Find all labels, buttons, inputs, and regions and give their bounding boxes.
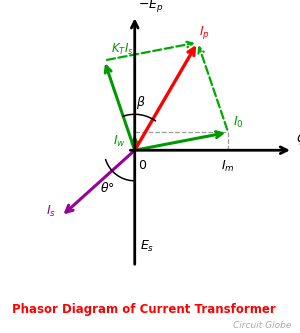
Text: $I_p$: $I_p$ — [200, 24, 210, 41]
Text: $\theta°$: $\theta°$ — [100, 181, 115, 195]
Text: $I_0$: $I_0$ — [232, 115, 243, 131]
Text: $I_w$: $I_w$ — [113, 134, 126, 149]
Text: 0: 0 — [138, 159, 146, 172]
Text: Circuit Globe: Circuit Globe — [232, 321, 291, 330]
Text: $E_s$: $E_s$ — [140, 239, 154, 254]
Text: $\phi_m$: $\phi_m$ — [296, 129, 300, 147]
Text: $K_T I_s$: $K_T I_s$ — [111, 42, 134, 57]
Text: Phasor Diagram of Current Transformer: Phasor Diagram of Current Transformer — [12, 303, 276, 316]
Text: $- E_p$: $- E_p$ — [138, 0, 164, 14]
Text: $I_s$: $I_s$ — [46, 203, 56, 218]
Text: $\beta$: $\beta$ — [136, 94, 146, 111]
Text: $I_m$: $I_m$ — [221, 159, 235, 174]
